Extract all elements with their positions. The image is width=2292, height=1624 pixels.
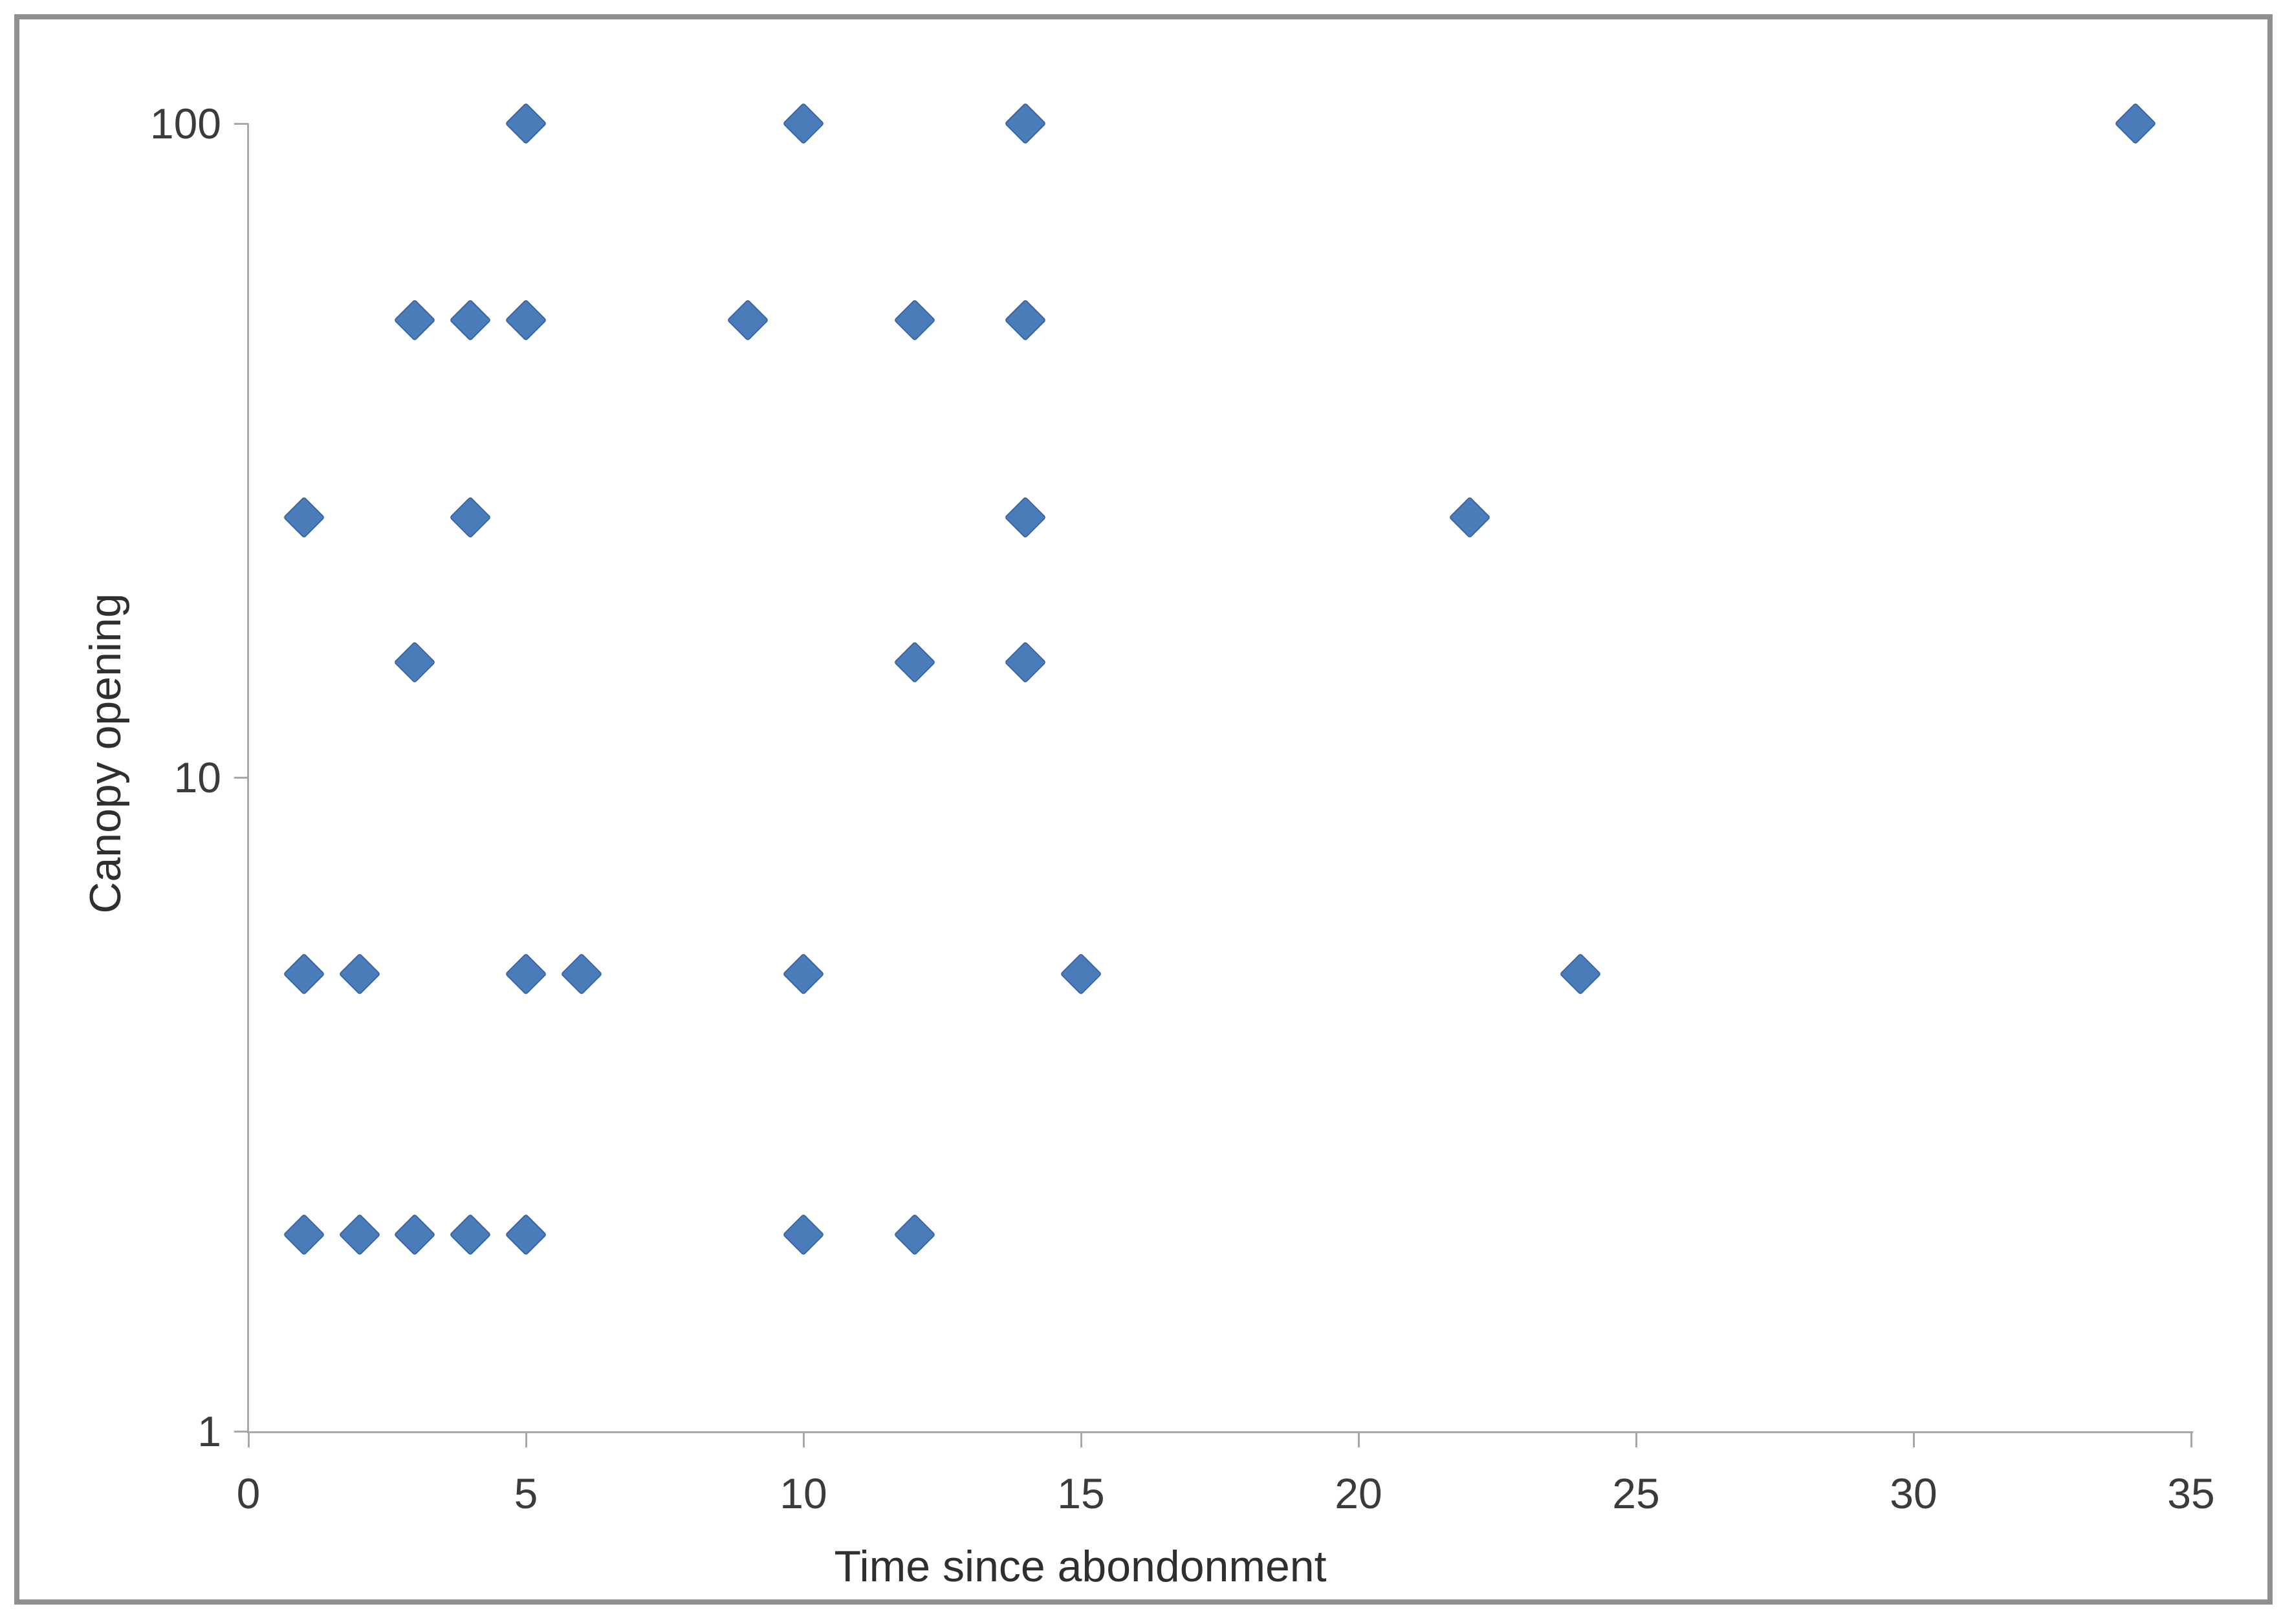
chart-canvas[interactable]: 0 5 10 15 20 25 30 35 1 10 100 Time since abondonm…	[14, 14, 2273, 1605]
x-tick-label: 30	[1890, 1469, 1937, 1517]
x-tick-label: 25	[1612, 1469, 1660, 1517]
x-axis-line	[247, 1431, 2193, 1433]
x-axis-tick-mark	[1913, 1433, 1915, 1447]
x-axis-tick-mark	[1358, 1433, 1360, 1447]
y-tick-label: 100	[149, 100, 221, 147]
x-axis-title: Time since abondonment	[834, 1542, 1327, 1591]
x-tick-label: 35	[2167, 1469, 2215, 1517]
x-tick-label: 5	[514, 1469, 538, 1517]
x-axis-tick-mark	[248, 1433, 250, 1447]
y-tick-label: 1	[197, 1407, 221, 1455]
x-tick-label: 0	[236, 1469, 261, 1517]
y-axis-tick-mark	[234, 1431, 248, 1433]
x-tick-label: 10	[780, 1469, 827, 1517]
x-axis-tick-mark	[1635, 1433, 1637, 1447]
x-axis-tick-mark	[525, 1433, 527, 1447]
x-axis-tick-mark	[2190, 1433, 2192, 1447]
x-axis-tick-mark	[1080, 1433, 1082, 1447]
y-axis-title: Canopy opening	[81, 593, 130, 914]
y-axis-tick-mark	[234, 777, 248, 779]
y-axis-tick-mark	[234, 123, 248, 125]
y-tick-label: 10	[173, 753, 221, 801]
x-tick-label: 20	[1335, 1469, 1382, 1517]
x-tick-label: 15	[1057, 1469, 1105, 1517]
x-axis-tick-mark	[803, 1433, 805, 1447]
